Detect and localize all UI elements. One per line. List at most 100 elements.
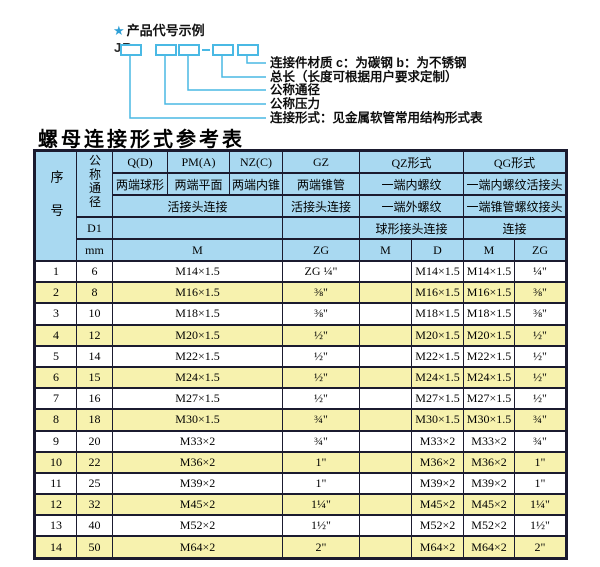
- cell-m: M39×2: [112, 471, 283, 496]
- cell-gz: ¾": [282, 429, 360, 453]
- header-qg-desc2: 一端锥管螺纹接头: [463, 194, 567, 218]
- cell-qz-m: [359, 450, 412, 474]
- cell-dn: 20: [76, 429, 113, 453]
- cell-seq: 11: [34, 471, 77, 496]
- header-qg-desc: 一端内螺纹活接头: [463, 172, 567, 196]
- table-row: 6 15 M24×1.5 ½" M24×1.5 M24×1.5 ½": [34, 365, 567, 390]
- cell-dn: 32: [76, 493, 113, 517]
- table-row: 8 18 M30×1.5 ¾" M30×1.5 M30×1.5 ¾": [34, 408, 567, 432]
- header-unit-mm: mm: [76, 238, 113, 262]
- cell-qg-zg: 1": [514, 450, 567, 474]
- cell-qg-zg: 2": [514, 535, 567, 560]
- code-box-2: [155, 44, 177, 56]
- cell-qz-m: [359, 429, 412, 453]
- header-union-connection: 活接头连接: [112, 194, 283, 218]
- cell-m: M33×2: [112, 429, 283, 453]
- cell-m: M24×1.5: [112, 365, 283, 390]
- table-row: 5 14 M22×1.5 ½" M22×1.5 M22×1.5 ½": [34, 344, 567, 368]
- cell-seq: 13: [34, 514, 77, 538]
- header-gz-union-connection: 活接头连接: [282, 194, 360, 218]
- nut-connection-table: 序号 公称通径 Q(D) PM(A) NZ(C) GZ QZ形式 QG形式 两端…: [33, 149, 568, 560]
- cell-qg-zg: 1½": [514, 514, 567, 538]
- cell-qz-d: M45×2: [411, 493, 464, 517]
- diagram-heading: ★ 产品代号示例: [113, 20, 205, 39]
- cell-dn: 12: [76, 323, 113, 347]
- header-qg-connection: 连接: [463, 216, 567, 240]
- table-title: 螺母连接形式参考表: [38, 127, 245, 151]
- table-row: 2 8 M16×1.5 ⅜" M16×1.5 M16×1.5 ⅜": [34, 281, 567, 305]
- cell-gz: ZG ¼": [282, 259, 360, 284]
- header-qg-zg: ZG: [514, 238, 567, 262]
- header-nz-desc: 两端内锥: [229, 172, 283, 196]
- cell-qz-m: [359, 302, 412, 326]
- label-total-length: 总长（长度可根据用户要求定制）: [270, 70, 458, 84]
- star-icon: ★: [113, 23, 125, 38]
- cell-m: M22×1.5: [112, 344, 283, 368]
- cell-qz-m: [359, 365, 412, 390]
- cell-qg-zg: ¾": [514, 429, 567, 453]
- cell-m: M18×1.5: [112, 302, 283, 326]
- table-row: 1 6 M14×1.5 ZG ¼" M14×1.5 M14×1.5 ¼": [34, 259, 567, 284]
- table-row: 9 20 M33×2 ¾" M33×2 M33×2 ¾": [34, 429, 567, 453]
- table-header: 序号 公称通径 Q(D) PM(A) NZ(C) GZ QZ形式 QG形式 两端…: [34, 149, 567, 262]
- cell-gz: ½": [282, 365, 360, 390]
- cell-qg-m: M52×2: [463, 514, 515, 538]
- header-qz: QZ形式: [359, 149, 464, 174]
- cell-gz: ⅜": [282, 302, 360, 326]
- cell-qg-m: M36×2: [463, 450, 515, 474]
- cell-dn: 10: [76, 302, 113, 326]
- label-material: 连接件材质 c：为碳钢 b：为不锈钢: [270, 56, 467, 70]
- cell-qz-d: M16×1.5: [411, 281, 464, 305]
- header-zg: ZG: [282, 238, 360, 262]
- diagram-heading-text: 产品代号示例: [126, 23, 205, 38]
- header-qz-m: M: [359, 238, 412, 262]
- cell-m: M27×1.5: [112, 387, 283, 411]
- cell-dn: 6: [76, 259, 113, 284]
- cell-qz-d: M39×2: [411, 471, 464, 496]
- cell-qg-zg: 1": [514, 471, 567, 496]
- cell-seq: 5: [34, 344, 77, 368]
- cell-qg-zg: ⅜": [514, 281, 567, 305]
- cell-qz-m: [359, 387, 412, 411]
- cell-qg-m: M18×1.5: [463, 302, 515, 326]
- header-qg: QG形式: [463, 149, 567, 174]
- cell-seq: 8: [34, 408, 77, 432]
- header-nz: NZ(C): [229, 149, 283, 174]
- cell-qz-d: M18×1.5: [411, 302, 464, 326]
- table-row: 4 12 M20×1.5 ½" M20×1.5 M20×1.5 ½": [34, 323, 567, 347]
- cell-qg-zg: ½": [514, 387, 567, 411]
- cell-m: M36×2: [112, 450, 283, 474]
- cell-qz-d: M24×1.5: [411, 365, 464, 390]
- cell-qg-m: M16×1.5: [463, 281, 515, 305]
- code-box-1: [120, 44, 142, 56]
- cell-qz-m: [359, 344, 412, 368]
- cell-m: M64×2: [112, 535, 283, 560]
- label-nominal-pressure: 公称压力: [270, 97, 321, 111]
- header-gz: GZ: [282, 149, 360, 174]
- cell-seq: 14: [34, 535, 77, 560]
- cell-qg-m: M20×1.5: [463, 323, 515, 347]
- header-empty-gz: [282, 216, 360, 240]
- cell-qz-d: M33×2: [411, 429, 464, 453]
- cell-qg-m: M22×1.5: [463, 344, 515, 368]
- header-d1: D1: [76, 216, 113, 240]
- cell-m: M52×2: [112, 514, 283, 538]
- header-m: M: [112, 238, 283, 262]
- code-separator: [202, 49, 210, 51]
- cell-qg-zg: 1¼": [514, 493, 567, 517]
- header-pm-desc: 两端平面: [167, 172, 230, 196]
- cell-qz-m: [359, 408, 412, 432]
- cell-qg-m: M45×2: [463, 493, 515, 517]
- label-connection-form: 连接形式：见金属软管常用结构形式表: [270, 111, 483, 125]
- header-pm: PM(A): [167, 149, 230, 174]
- cell-gz: 1¼": [282, 493, 360, 517]
- table-row: 10 22 M36×2 1" M36×2 M36×2 1": [34, 450, 567, 474]
- cell-qg-zg: ½": [514, 323, 567, 347]
- header-empty-left: [112, 216, 283, 240]
- cell-gz: 2": [282, 535, 360, 560]
- header-qz-d: D: [411, 238, 464, 262]
- cell-seq: 1: [34, 259, 77, 284]
- header-qg-m: M: [463, 238, 515, 262]
- cell-qz-d: M36×2: [411, 450, 464, 474]
- cell-qg-m: M33×2: [463, 429, 515, 453]
